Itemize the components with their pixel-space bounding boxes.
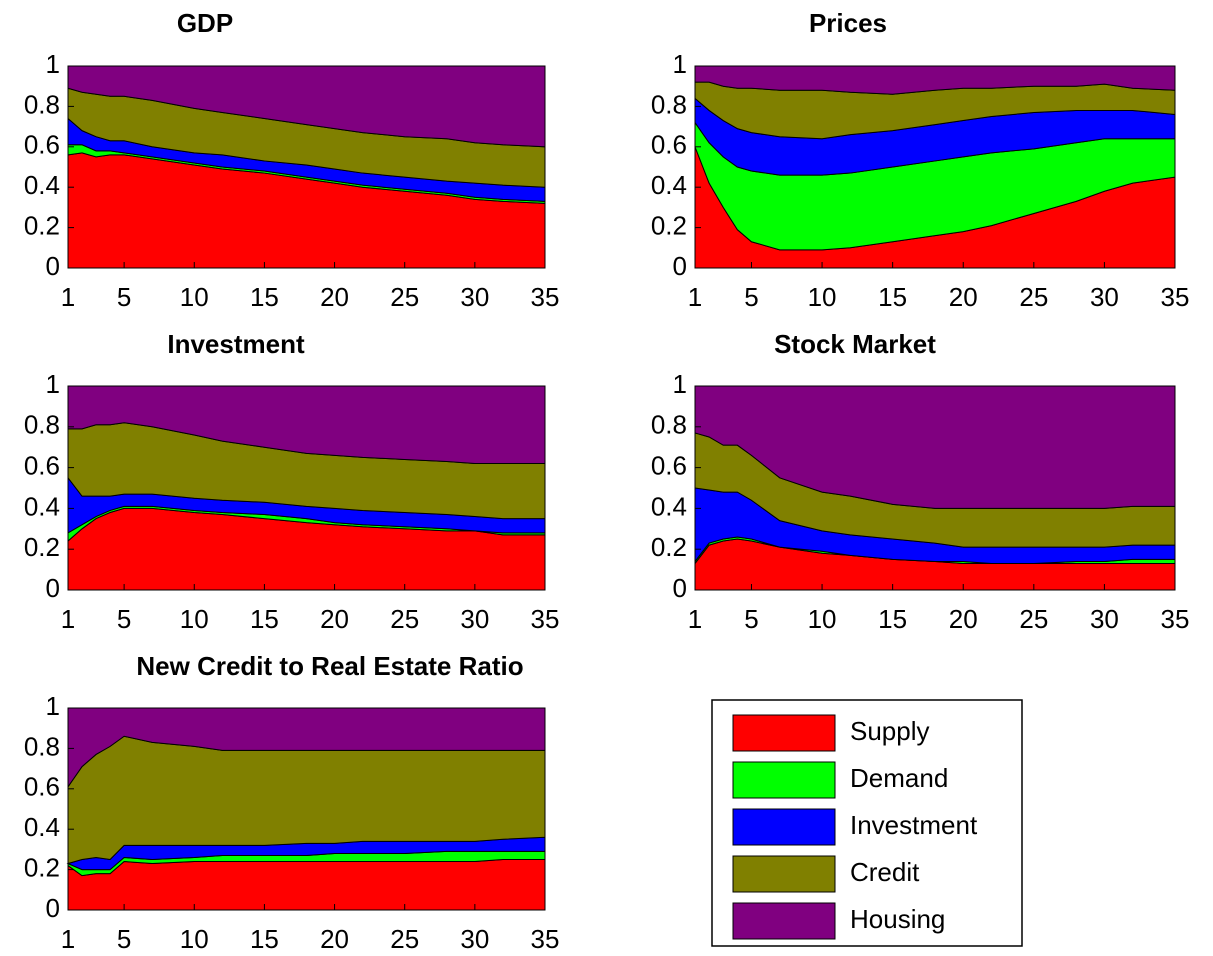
x-tick-label: 15 — [878, 604, 907, 634]
y-tick-label: 0.4 — [24, 812, 60, 842]
x-tick-label: 30 — [1090, 604, 1119, 634]
chart-title: GDP — [177, 8, 233, 38]
x-tick-label: 15 — [250, 924, 279, 954]
y-tick-label: 0.4 — [651, 170, 687, 200]
y-tick-label: 0.6 — [651, 130, 687, 160]
x-tick-label: 30 — [460, 924, 489, 954]
x-tick-label: 15 — [250, 282, 279, 312]
legend-label: Investment — [850, 810, 978, 840]
area — [67, 859, 546, 911]
y-tick-label: 1 — [46, 691, 60, 721]
x-tick-label: 20 — [949, 604, 978, 634]
x-tick-label: 30 — [460, 604, 489, 634]
y-tick-label: 1 — [46, 49, 60, 79]
x-tick-label: 25 — [390, 604, 419, 634]
legend-label: Credit — [850, 857, 920, 887]
y-tick-label: 0.4 — [24, 491, 60, 521]
y-tick-label: 0.2 — [24, 852, 60, 882]
y-tick-label: 0.2 — [24, 210, 60, 240]
y-tick-label: 0 — [673, 251, 687, 281]
x-tick-label: 15 — [250, 604, 279, 634]
x-tick-label: 5 — [117, 924, 131, 954]
y-tick-label: 0.8 — [651, 89, 687, 119]
legend-swatch — [732, 855, 836, 893]
chart-title: New Credit to Real Estate Ratio — [136, 651, 523, 681]
y-tick-label: 0.6 — [24, 450, 60, 480]
x-tick-label: 5 — [744, 604, 758, 634]
legend-label: Demand — [850, 763, 948, 793]
y-tick-label: 0 — [46, 251, 60, 281]
area — [67, 385, 546, 465]
x-tick-label: 10 — [808, 604, 837, 634]
legend-swatch — [732, 761, 836, 799]
legend-swatch — [732, 714, 836, 752]
x-tick-label: 35 — [531, 924, 560, 954]
y-tick-label: 0.8 — [24, 731, 60, 761]
x-tick-label: 1 — [61, 924, 75, 954]
x-tick-label: 20 — [320, 604, 349, 634]
y-tick-label: 0.6 — [24, 130, 60, 160]
area — [694, 385, 1176, 509]
x-tick-label: 1 — [61, 604, 75, 634]
y-tick-label: 0 — [673, 573, 687, 603]
x-tick-label: 5 — [744, 282, 758, 312]
legend-label: Supply — [850, 716, 930, 746]
x-tick-label: 35 — [531, 282, 560, 312]
legend-label: Housing — [850, 904, 945, 934]
x-tick-label: 25 — [1019, 604, 1048, 634]
x-tick-label: 5 — [117, 282, 131, 312]
x-tick-label: 25 — [1019, 282, 1048, 312]
x-tick-label: 25 — [390, 924, 419, 954]
x-tick-label: 15 — [878, 282, 907, 312]
x-tick-label: 10 — [180, 282, 209, 312]
x-tick-label: 10 — [180, 924, 209, 954]
x-tick-label: 30 — [1090, 282, 1119, 312]
y-tick-label: 1 — [673, 49, 687, 79]
y-tick-label: 0.8 — [24, 89, 60, 119]
area — [67, 65, 546, 148]
x-tick-label: 30 — [460, 282, 489, 312]
x-tick-label: 20 — [949, 282, 978, 312]
y-tick-label: 0 — [46, 573, 60, 603]
y-tick-label: 0.2 — [651, 532, 687, 562]
legend-swatch — [732, 902, 836, 940]
y-tick-label: 0 — [46, 893, 60, 923]
chart-title: Prices — [809, 8, 887, 38]
y-tick-label: 0.4 — [24, 170, 60, 200]
y-tick-label: 0.6 — [24, 772, 60, 802]
y-tick-label: 1 — [46, 369, 60, 399]
y-tick-label: 0.6 — [651, 450, 687, 480]
y-tick-label: 0.8 — [651, 410, 687, 440]
area — [694, 65, 1176, 95]
x-tick-label: 35 — [1161, 604, 1190, 634]
x-tick-label: 5 — [117, 604, 131, 634]
chart-title: Investment — [167, 329, 305, 359]
y-tick-label: 0.8 — [24, 410, 60, 440]
y-tick-label: 1 — [673, 369, 687, 399]
x-tick-label: 10 — [180, 604, 209, 634]
area — [67, 707, 546, 789]
y-tick-label: 0.4 — [651, 491, 687, 521]
x-tick-label: 35 — [1161, 282, 1190, 312]
legend-swatch — [732, 808, 836, 846]
x-tick-label: 35 — [531, 604, 560, 634]
x-tick-label: 1 — [688, 604, 702, 634]
y-tick-label: 0.2 — [651, 210, 687, 240]
x-tick-label: 20 — [320, 924, 349, 954]
x-tick-label: 20 — [320, 282, 349, 312]
x-tick-label: 25 — [390, 282, 419, 312]
x-tick-label: 1 — [61, 282, 75, 312]
y-tick-label: 0.2 — [24, 532, 60, 562]
chart-title: Stock Market — [774, 329, 936, 359]
x-tick-label: 10 — [808, 282, 837, 312]
x-tick-label: 1 — [688, 282, 702, 312]
